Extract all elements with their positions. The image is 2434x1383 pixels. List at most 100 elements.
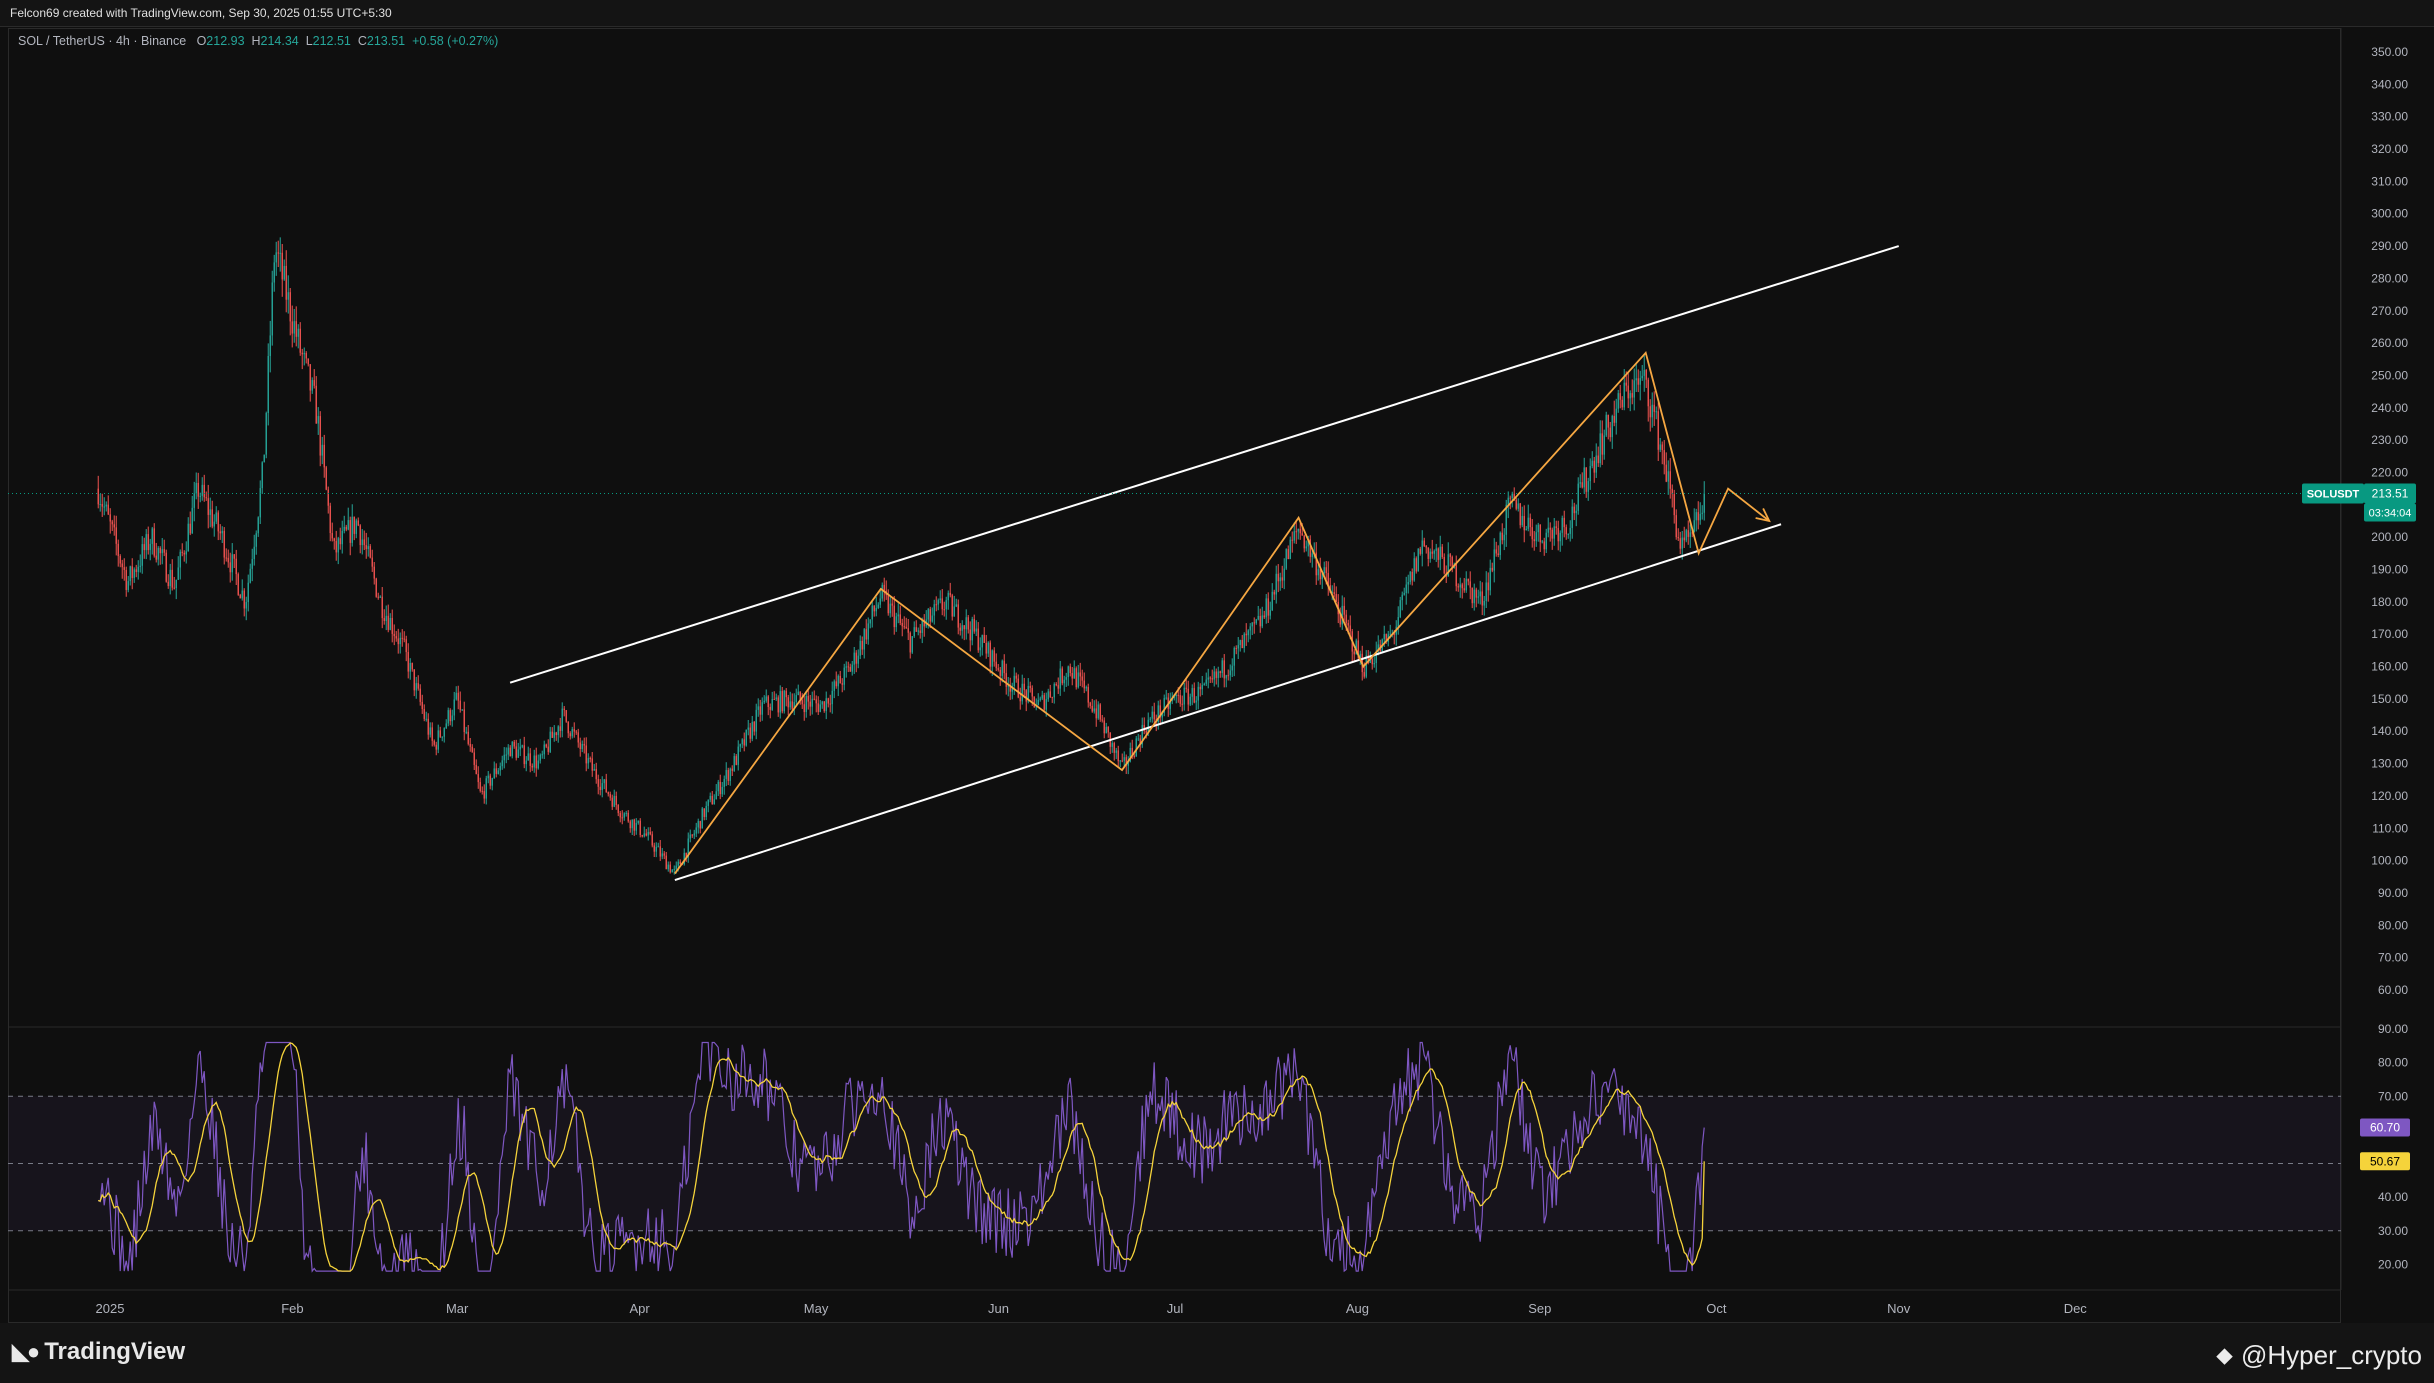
rsi-tick-label: 80.00 [2378,1056,2408,1070]
candle-body [1215,671,1217,678]
candle-body [651,834,653,846]
candle-body [293,321,295,334]
candle-body [481,790,483,792]
candle-body [239,594,241,599]
candle-body [955,604,957,607]
candle-body [1029,685,1031,688]
candle-body [735,756,737,765]
candle-body [1397,617,1399,627]
price-tick-label: 200.00 [2371,530,2408,544]
candle-body [629,821,631,829]
candle-body [475,764,477,775]
candle-body [869,619,871,624]
candle-body [497,770,499,774]
candle-body [1289,539,1291,560]
high-value: 214.34 [260,34,299,48]
time-axis-label: Dec [2064,1301,2088,1316]
candle-body [713,799,715,805]
candle-body [739,744,741,747]
candle-body [285,265,287,300]
candle-body [1199,686,1201,690]
price-tick-label: 150.00 [2371,692,2408,706]
candle-body [1349,625,1351,632]
candle-body [1303,535,1305,549]
candle-body [281,252,283,280]
candle-body [1277,573,1279,582]
candle-body [1431,551,1433,554]
candle-body [369,546,371,558]
candle-body [1235,648,1237,650]
candle-body [949,592,951,596]
price-tick-label: 260.00 [2371,336,2408,350]
candle-body [1143,724,1145,731]
candle-body [1621,399,1623,408]
candle-body [115,527,117,544]
candle-body [1653,404,1655,412]
candle-body [1217,671,1219,678]
candle-body [337,538,339,553]
candle-body [403,638,405,640]
candle-body [1131,747,1133,756]
symbol-name[interactable]: SOL / TetherUS · 4h · Binance [18,34,187,48]
candle-body [489,775,491,786]
candle-body [1679,538,1681,549]
close-value: 213.51 [366,34,406,48]
candle-body [637,820,639,823]
candle-body [901,622,903,627]
candle-body [1141,724,1143,745]
watermark-text: @Hyper_crypto [2240,1340,2422,1370]
candle-body [495,768,497,774]
open-value: 212.93 [206,34,245,48]
candle-body [663,853,665,856]
candle-body [1345,614,1347,624]
candle-body [565,710,567,722]
candle-body [865,629,867,640]
candle-body [1579,482,1581,484]
candle-body [1091,705,1093,712]
candle-body [451,715,453,722]
candle-body [1617,393,1619,409]
candle-body [1693,520,1695,533]
candle-body [1317,569,1319,576]
candle-body [1017,678,1019,698]
candle-body [167,581,169,587]
candle-body [1597,455,1599,464]
candle-body [623,813,625,818]
candle-body [187,523,189,552]
candle-body [1371,658,1373,665]
candle-body [697,821,699,828]
candle-body [1331,592,1333,594]
candle-body [1457,586,1459,588]
candle-body [957,604,959,628]
candle-body [191,507,193,534]
candle-body [341,530,343,545]
candle-body [147,534,149,551]
candle-body [1411,571,1413,581]
price-tick-label: 300.00 [2371,207,2408,221]
candle-body [1589,466,1591,482]
candle-body [1389,633,1391,635]
tradingview-logo[interactable]: ◣● TradingView [12,1338,185,1366]
candle-body [597,779,599,787]
candle-body [547,746,549,752]
candle-body [1685,530,1687,541]
candle-body [1031,687,1033,697]
candle-body [1005,673,1007,687]
candle-body [1119,760,1121,762]
candle-body [1403,593,1405,595]
candle-body [323,444,325,468]
candle-body [145,534,147,551]
candle-body [163,549,165,553]
candle-body [799,691,801,701]
candle-body [747,727,749,730]
candle-body [1447,554,1449,577]
candle-body [603,779,605,784]
candle-body [107,504,109,515]
candle-body [571,729,573,737]
candle-body [583,744,585,746]
candle-body [921,619,923,633]
candle-body [381,596,383,619]
candle-body [1603,435,1605,455]
candle-body [1003,660,1005,674]
